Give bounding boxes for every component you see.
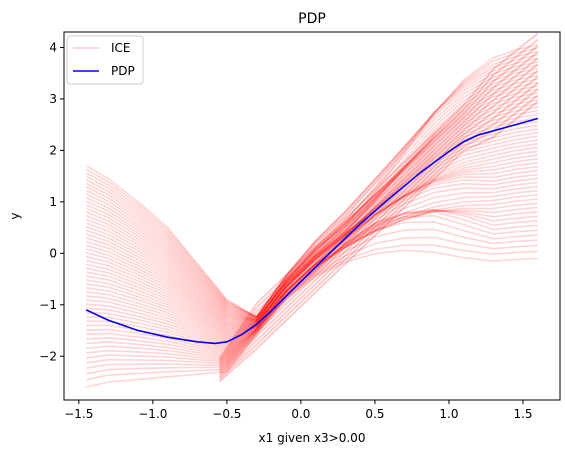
- ice-line: [86, 146, 538, 336]
- ice-line: [86, 189, 538, 350]
- ice-line: [85, 124, 538, 328]
- ice-line: [86, 244, 538, 381]
- ice-line: [85, 88, 538, 322]
- y-tick-label: 3: [49, 92, 57, 106]
- ice-line: [85, 128, 538, 329]
- ice-line: [85, 74, 538, 321]
- x-tick-label: 1.0: [439, 407, 458, 421]
- ice-line: [86, 214, 538, 364]
- ice-line: [218, 38, 539, 362]
- x-tick-label: −0.5: [212, 407, 241, 421]
- ice-line: [86, 158, 538, 339]
- ice-line: [85, 78, 538, 321]
- pdp-line: [85, 117, 539, 345]
- ice-line: [85, 54, 538, 319]
- ice-line: [85, 81, 538, 321]
- ice-line: [85, 44, 538, 319]
- ice-line: [86, 165, 538, 342]
- x-axis-label: x1 given x3>0.00: [259, 431, 366, 445]
- y-axis-label: y: [8, 212, 22, 219]
- ice-line: [218, 51, 539, 366]
- ice-line: [218, 94, 539, 381]
- ice-line: [86, 236, 538, 375]
- ice-line: [86, 131, 538, 331]
- y-tick-label: 4: [49, 40, 57, 54]
- ice-line: [86, 162, 538, 341]
- legend-box: [66, 35, 144, 85]
- ice-line: [85, 95, 538, 322]
- ice-line: [86, 220, 538, 365]
- x-tick-label: 1.5: [513, 407, 532, 421]
- x-tick-label: 0.0: [291, 407, 310, 421]
- y-tick-label: 0: [49, 246, 57, 260]
- ice-line: [218, 57, 539, 368]
- ice-line: [86, 154, 538, 338]
- ice-line: [85, 102, 538, 322]
- ice-line: [218, 45, 539, 364]
- legend-pdp-label: PDP: [111, 64, 135, 78]
- chart-title: PDP: [298, 11, 326, 27]
- ice-line: [86, 208, 538, 359]
- ice-line: [218, 82, 539, 376]
- ice-line: [86, 208, 538, 360]
- y-tick-label: −1: [39, 298, 57, 312]
- x-tick-label: 0.5: [365, 407, 384, 421]
- ice-line: [86, 142, 538, 334]
- ice-line: [218, 100, 539, 383]
- ice-line: [85, 50, 538, 318]
- ice-line: [86, 198, 538, 353]
- ice-line: [85, 109, 538, 323]
- ice-line: [85, 61, 538, 319]
- ice-line: [218, 69, 539, 372]
- y-tick-label: −2: [39, 349, 57, 363]
- legend-ice-label: ICE: [111, 41, 131, 55]
- ice-line: [218, 88, 539, 379]
- ice-line: [85, 57, 538, 319]
- x-tick-label: −1.5: [64, 407, 93, 421]
- ice-line: [86, 173, 538, 345]
- ice-line: [85, 85, 538, 322]
- ice-line: [86, 210, 538, 362]
- ice-line: [86, 135, 538, 332]
- ice-line: [218, 76, 539, 374]
- ice-line: [86, 194, 538, 352]
- ice-line: [85, 92, 538, 322]
- ice-line: [85, 99, 538, 322]
- ice-line: [86, 228, 538, 369]
- ice-line: [85, 67, 538, 320]
- x-tick-label: −1.0: [138, 407, 167, 421]
- ice-line: [85, 106, 538, 323]
- legend: ICE PDP: [66, 35, 144, 85]
- ice-line: [85, 117, 538, 326]
- ice-line: [85, 64, 538, 319]
- ice-line: [218, 32, 539, 360]
- ice-line: [85, 71, 538, 320]
- plot-area-frame: [63, 31, 561, 401]
- y-tick-label: 2: [49, 143, 57, 157]
- ice-line: [86, 249, 538, 388]
- x-axis-ticks: −1.5 −1.0 −0.5 0.0 0.5 1.0 1.5: [64, 400, 533, 421]
- pdp-line-group: [85, 117, 539, 345]
- ice-line: [86, 150, 538, 337]
- y-tick-label: 1: [49, 195, 57, 209]
- y-axis-ticks: −2 −1 0 1 2 3 4: [39, 40, 64, 363]
- ice-line: [86, 181, 538, 347]
- ice-line: [86, 185, 538, 349]
- ice-line: [85, 113, 538, 324]
- ice-line: [86, 169, 538, 343]
- ice-line: [86, 177, 538, 346]
- ice-line: [86, 139, 538, 333]
- ice-line: [85, 47, 538, 319]
